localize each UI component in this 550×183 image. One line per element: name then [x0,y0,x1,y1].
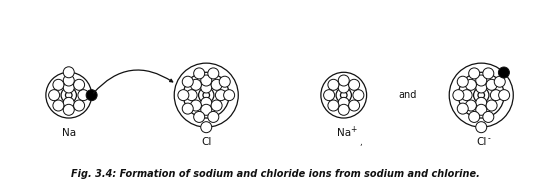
Text: +: + [350,125,356,134]
Text: Na: Na [62,128,76,138]
Circle shape [86,90,97,101]
Circle shape [201,97,212,108]
Circle shape [208,111,219,122]
Circle shape [201,104,212,115]
Circle shape [457,103,468,114]
Circle shape [65,92,72,98]
Circle shape [453,90,464,101]
Circle shape [465,79,476,90]
Circle shape [194,111,205,122]
Circle shape [323,90,334,101]
Circle shape [201,75,212,86]
Text: -: - [488,134,491,143]
Circle shape [63,82,74,93]
Circle shape [476,82,487,93]
Circle shape [48,90,59,101]
Circle shape [476,122,487,133]
Circle shape [457,76,468,87]
Circle shape [338,104,349,115]
Text: and: and [398,90,417,100]
Circle shape [182,76,193,87]
Circle shape [483,111,494,122]
Circle shape [53,79,64,90]
Circle shape [78,90,89,101]
Circle shape [328,79,339,90]
Circle shape [469,111,480,122]
Circle shape [219,76,230,87]
Circle shape [461,90,472,101]
Circle shape [190,100,201,111]
Text: ,: , [359,138,361,147]
Circle shape [74,100,85,111]
Circle shape [476,104,487,115]
Circle shape [328,100,339,111]
Circle shape [476,75,487,86]
Circle shape [63,104,74,115]
Circle shape [486,100,497,111]
Circle shape [63,75,74,86]
Circle shape [469,68,480,79]
Circle shape [201,122,212,133]
Circle shape [178,90,189,101]
Circle shape [201,82,212,93]
Circle shape [349,100,360,111]
Text: Cl: Cl [201,137,211,147]
Circle shape [194,68,205,79]
Circle shape [186,90,197,101]
Circle shape [208,68,219,79]
Circle shape [338,82,349,93]
Circle shape [340,92,347,98]
Circle shape [465,100,476,111]
Circle shape [338,75,349,86]
Text: Na: Na [337,128,351,138]
Circle shape [353,90,364,101]
Circle shape [476,97,487,108]
Circle shape [63,97,74,108]
Text: Cl: Cl [476,137,486,147]
Circle shape [498,67,509,78]
Circle shape [211,79,222,90]
Circle shape [182,103,193,114]
Circle shape [190,79,201,90]
Circle shape [63,67,74,78]
Circle shape [478,92,485,98]
Circle shape [349,79,360,90]
Circle shape [216,90,227,101]
Circle shape [74,79,85,90]
Circle shape [499,90,510,101]
Circle shape [211,100,222,111]
Circle shape [486,79,497,90]
Circle shape [224,90,235,101]
Circle shape [203,92,210,98]
Circle shape [491,90,502,101]
Circle shape [494,76,505,87]
Circle shape [338,97,349,108]
Circle shape [483,68,494,79]
Circle shape [53,100,64,111]
Text: Fig. 3.4: Formation of sodium and chloride ions from sodium and chlorine.: Fig. 3.4: Formation of sodium and chlori… [70,169,480,179]
